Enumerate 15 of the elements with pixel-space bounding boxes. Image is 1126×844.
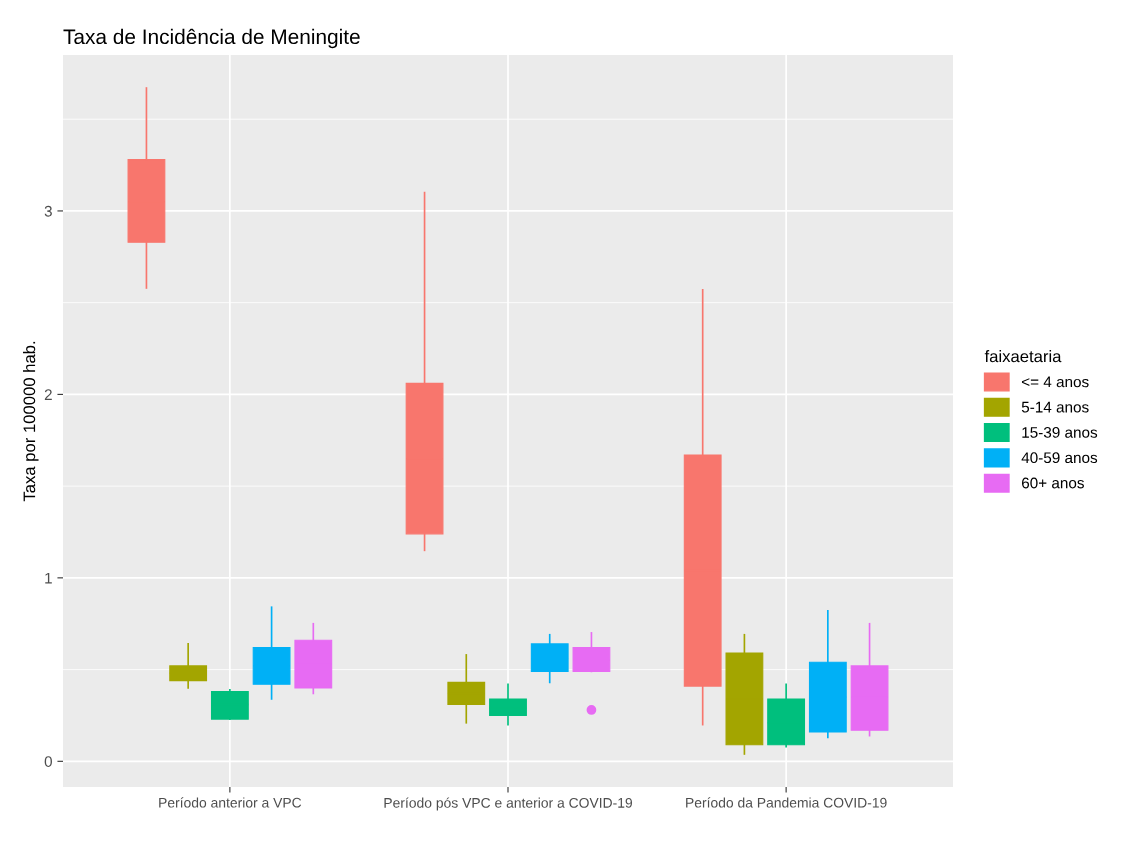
y-tick-label: 3 [44, 205, 52, 217]
x-tick-label: Período anterior a VPC [159, 797, 302, 808]
x-tick-label: Período da Pandemia COVID-19 [686, 797, 887, 808]
legend-label: 15-39 anos [1022, 427, 1098, 438]
x-tick-label: Período pós VPC e anterior a COVID-19 [384, 797, 633, 811]
legend-label: 40-59 anos [1021, 452, 1098, 464]
legend-label: 60+ anos [1021, 477, 1084, 489]
chart-title: Taxa de Incidência de Meningite [63, 28, 360, 49]
y-tick-label: 1 [45, 572, 52, 584]
y-tick-label: 2 [44, 389, 52, 400]
legend-label: <= 4 anos [1021, 376, 1089, 388]
legend-label: 5-14 anos [1021, 401, 1089, 413]
y-tick-label: 0 [44, 756, 52, 767]
legend-title: faixaetaria [984, 350, 1062, 363]
y-axis-title: Taxa por 100000 hab. [23, 341, 39, 502]
